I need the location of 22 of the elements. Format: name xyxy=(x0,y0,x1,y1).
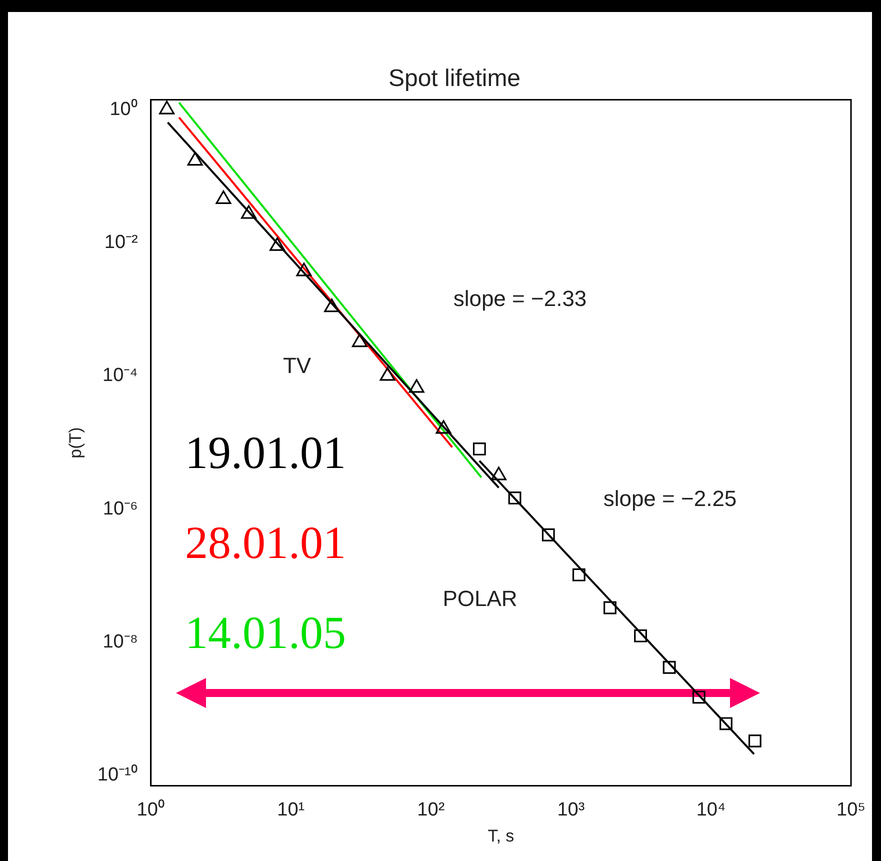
y-tick-label: 10⁻¹⁰ xyxy=(97,764,138,786)
chart-title: Spot lifetime xyxy=(388,65,521,92)
annotation: slope = −2.33 xyxy=(453,286,587,312)
x-tick-label: 10⁴ xyxy=(696,799,726,820)
y-tick-label: 10⁻² xyxy=(104,232,138,253)
annotation: POLAR xyxy=(442,586,518,612)
x-tick-label: 10¹ xyxy=(277,799,305,820)
y-tick-label: 10⁰ xyxy=(110,98,138,120)
text: 14.01.05 xyxy=(185,606,346,660)
annotation: slope = −2.25 xyxy=(603,486,737,512)
annotation: TV xyxy=(282,353,312,378)
x-tick-label: 10³ xyxy=(557,799,585,820)
series-label: 19.01.01 xyxy=(185,426,346,480)
y-tick-label: 10⁻⁴ xyxy=(102,365,138,386)
y-tick-label: 10⁻⁸ xyxy=(102,632,138,653)
x-tick-label: 10² xyxy=(417,799,445,820)
y-tick-label: 10⁻⁶ xyxy=(102,498,138,520)
x-axis-title: T, s xyxy=(488,826,514,846)
y-axis-title: p(T) xyxy=(66,427,85,458)
text: 28.01.01 xyxy=(185,516,346,570)
x-tick-label: 10⁰ xyxy=(136,798,165,820)
x-tick-label: 10⁵ xyxy=(836,799,866,820)
